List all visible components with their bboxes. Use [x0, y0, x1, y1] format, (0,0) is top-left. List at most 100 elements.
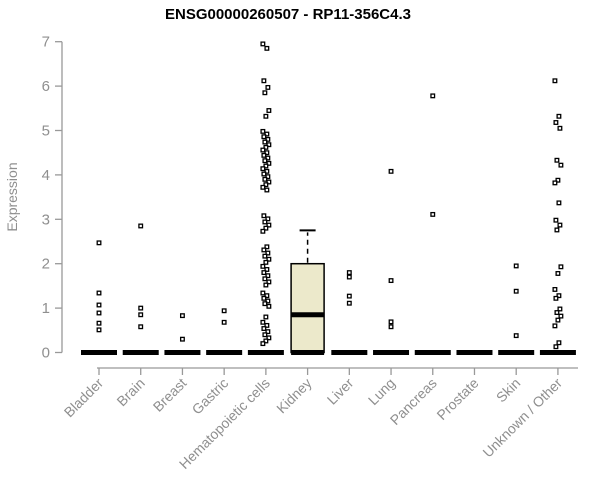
data-point	[264, 150, 270, 156]
data-point	[138, 324, 144, 330]
data-point	[262, 332, 268, 338]
data-point	[264, 293, 270, 299]
data-point	[557, 222, 563, 228]
data-point	[265, 273, 271, 279]
data-point	[261, 171, 267, 177]
median-bar	[539, 350, 576, 355]
data-point	[260, 341, 266, 347]
data-point	[552, 323, 558, 329]
data-point	[261, 152, 267, 158]
data-point	[261, 326, 267, 331]
data-point	[554, 157, 560, 163]
data-point	[264, 131, 270, 137]
data-point	[261, 213, 267, 219]
data-point	[554, 227, 560, 233]
data-point	[263, 113, 269, 119]
data-point	[262, 276, 268, 282]
data-point	[262, 90, 268, 96]
data-point	[260, 128, 266, 134]
data-point	[263, 314, 269, 320]
median-bar	[331, 350, 368, 355]
data-point	[265, 174, 271, 180]
data-point	[555, 271, 561, 276]
data-point	[263, 144, 269, 150]
data-point	[263, 182, 269, 188]
data-point	[556, 200, 562, 206]
median-bar	[122, 350, 159, 355]
x-axis-label: Breast	[150, 375, 190, 415]
data-point	[552, 287, 558, 292]
data-point	[556, 113, 562, 119]
x-axis-label: Skin	[493, 375, 524, 406]
data-point	[262, 253, 268, 259]
data-point	[265, 298, 271, 304]
data-point	[261, 78, 267, 84]
data-point	[96, 320, 102, 326]
y-tick-label: 0	[42, 345, 50, 362]
median-bar	[247, 350, 284, 355]
data-point	[558, 313, 564, 319]
data-point	[263, 282, 269, 288]
data-point	[346, 270, 352, 276]
data-point	[260, 41, 266, 47]
data-point	[262, 176, 268, 182]
data-point	[346, 274, 352, 280]
data-point	[260, 147, 266, 153]
data-point	[264, 322, 270, 328]
data-point	[263, 259, 269, 265]
data-point	[262, 139, 268, 145]
data-point	[265, 155, 271, 161]
x-axis-label: Lung	[365, 375, 398, 408]
data-point	[553, 295, 559, 301]
x-axis-label: Unknown / Other	[479, 375, 565, 461]
data-point	[138, 312, 144, 318]
data-point	[556, 293, 562, 299]
data-point	[266, 335, 272, 341]
x-axis-label: Brain	[113, 375, 147, 409]
data-point	[554, 310, 560, 315]
median-bar	[498, 350, 535, 355]
data-point	[265, 216, 271, 222]
data-point	[263, 163, 269, 169]
data-point	[179, 336, 185, 342]
data-point	[264, 267, 270, 272]
data-point	[138, 305, 144, 311]
data-point	[266, 256, 272, 262]
data-point	[553, 120, 559, 125]
data-point	[265, 84, 271, 90]
data-point	[388, 324, 394, 330]
data-point	[552, 180, 558, 186]
data-point	[558, 162, 564, 168]
data-point	[264, 187, 270, 193]
data-point	[555, 317, 561, 323]
y-tick-label: 1	[42, 300, 50, 317]
data-point	[430, 93, 436, 99]
data-point	[388, 278, 394, 284]
data-point	[261, 134, 267, 140]
data-point	[553, 217, 559, 223]
data-point	[388, 319, 394, 325]
data-point	[96, 290, 102, 296]
data-point	[266, 160, 272, 166]
data-point	[553, 344, 559, 350]
y-tick-label: 6	[42, 78, 50, 95]
data-point	[263, 338, 269, 344]
box-lower-edge	[291, 350, 325, 355]
data-point	[261, 295, 267, 301]
data-point	[513, 263, 519, 269]
data-point	[266, 279, 272, 285]
y-tick-label: 2	[42, 256, 50, 273]
data-point	[262, 158, 268, 164]
data-point	[264, 45, 270, 51]
median-bar	[206, 350, 243, 355]
data-point	[266, 222, 272, 228]
data-point	[346, 300, 352, 306]
data-point	[265, 136, 271, 142]
median-bar	[456, 350, 493, 355]
y-tick-label: 7	[42, 34, 50, 51]
data-point	[260, 290, 266, 296]
data-point	[96, 240, 102, 246]
data-point	[265, 329, 271, 335]
data-point	[430, 211, 436, 217]
